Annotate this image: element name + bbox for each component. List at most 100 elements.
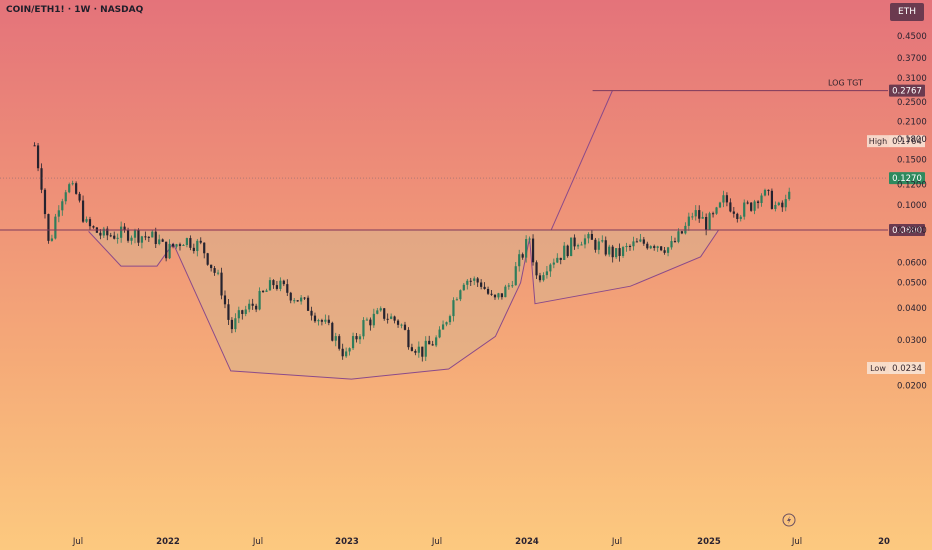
last-price-badge [889, 172, 925, 185]
candle-body [192, 247, 195, 252]
candle-body [705, 216, 708, 230]
candle-body [428, 340, 431, 345]
candle-body [216, 272, 220, 274]
candle-body [774, 205, 777, 209]
candle-body [85, 219, 88, 222]
candle-body [673, 241, 677, 243]
candle-body [279, 280, 282, 289]
candle-body [466, 280, 469, 285]
candle-body [701, 216, 704, 219]
candle-body [168, 243, 171, 259]
candle-body [379, 308, 382, 311]
candle-body [365, 319, 369, 321]
candle-body [660, 246, 663, 251]
candle-body [653, 246, 656, 248]
candle-body [54, 216, 57, 239]
high-label: High [869, 137, 887, 146]
candle-body [147, 236, 150, 238]
candle-body [756, 201, 760, 204]
candle-body [196, 240, 199, 252]
candle-body [199, 240, 202, 243]
candle-body [570, 237, 573, 257]
candle-body [514, 266, 517, 286]
candle-body [663, 250, 666, 253]
candle-body [729, 202, 732, 212]
candle-body [715, 207, 718, 214]
candle-body [777, 202, 780, 206]
candle-body [237, 310, 240, 319]
candle-body [182, 244, 185, 246]
candle-body [448, 316, 452, 323]
candle-body [258, 290, 261, 310]
candle-body [580, 244, 583, 246]
x-tick-label: 2024 [515, 537, 539, 547]
candle-body [587, 234, 590, 239]
candle-body [666, 247, 670, 253]
candle-body [746, 202, 749, 204]
x-tick-label: 2025 [697, 537, 721, 547]
candle-body [351, 336, 355, 349]
y-tick-label: 0.0400 [897, 304, 927, 314]
candle-body [369, 319, 372, 326]
candle-body [528, 238, 531, 240]
candle-body [736, 213, 739, 220]
x-tick-label: 2023 [335, 537, 359, 547]
candle-body [559, 257, 562, 260]
candle-body [552, 262, 555, 265]
x-axis: Jul 2022 Jul 2023 Jul 2024 Jul 2025 Jul 20 [72, 537, 890, 547]
currency-button[interactable]: ETH [890, 3, 924, 21]
candle-body [362, 320, 365, 337]
candle-body [81, 200, 85, 222]
lightning-icon[interactable] [782, 513, 796, 527]
candle-body [175, 244, 178, 247]
candle-body [493, 294, 497, 298]
candle-body [677, 231, 680, 242]
candle-body [531, 238, 535, 263]
candle-body [185, 238, 189, 245]
neckline-badge [889, 223, 925, 236]
candle-body [611, 246, 614, 258]
candle-body [601, 240, 604, 242]
candle-body [140, 236, 144, 243]
candle-body [33, 145, 36, 147]
candle-body [708, 213, 711, 230]
candle-body [78, 193, 81, 201]
candle-body [178, 244, 182, 246]
candle-body [750, 202, 753, 211]
candle-body [711, 213, 715, 215]
candle-body [760, 195, 763, 204]
candle-body [576, 245, 580, 247]
candle-body [632, 241, 635, 247]
candle-body [113, 235, 116, 239]
candle-body [286, 284, 289, 293]
candle-body [763, 189, 767, 196]
candle-body [635, 241, 639, 243]
candle-body [646, 243, 649, 249]
candle-body [151, 231, 154, 238]
candle-body [767, 189, 770, 191]
candle-body [566, 245, 569, 257]
candle-body [732, 211, 735, 214]
candle-body [625, 245, 628, 248]
candle-body [476, 278, 479, 283]
candle-body [331, 322, 334, 341]
neckline-value: 0.0800 [892, 226, 922, 236]
candle-body [538, 275, 542, 281]
candle-body [241, 310, 244, 314]
candle-body [438, 329, 441, 338]
candle-body [71, 183, 74, 185]
candle-body [545, 271, 549, 276]
high-value: 0.1764 [892, 137, 922, 147]
candle-body [649, 246, 652, 249]
candle-body [639, 239, 642, 242]
candle-body [282, 280, 285, 285]
candle-body [230, 319, 234, 330]
candle-body [102, 228, 105, 236]
candle-body [628, 245, 632, 247]
candle-body [57, 210, 60, 217]
candle-body [393, 316, 396, 321]
candle-body [345, 351, 348, 357]
candle-body [431, 344, 434, 346]
